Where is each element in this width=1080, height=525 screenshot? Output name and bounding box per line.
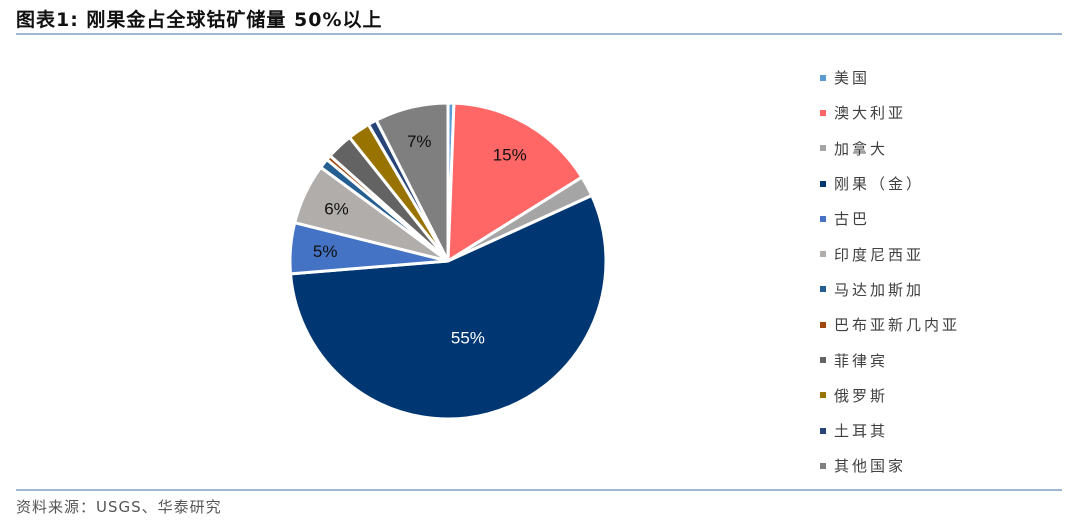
- legend-label: 其他国家: [834, 457, 907, 476]
- legend-item: 马达加斯加: [820, 272, 960, 307]
- legend-swatch: [820, 321, 826, 328]
- legend-label: 古巴: [834, 210, 871, 229]
- legend-swatch: [820, 427, 826, 434]
- legend-label: 澳大利亚: [834, 104, 907, 123]
- legend-label: 俄罗斯: [834, 386, 889, 405]
- legend-swatch: [820, 392, 826, 399]
- legend-item: 加拿大: [820, 131, 960, 166]
- legend-swatch: [820, 251, 826, 258]
- legend-item: 刚果（金）: [820, 166, 960, 201]
- legend-swatch: [820, 286, 826, 293]
- pie-slice-11: [374, 101, 450, 262]
- legend-swatch: [820, 145, 826, 152]
- legend-item: 菲律宾: [820, 342, 960, 377]
- legend-label: 土耳其: [834, 422, 889, 441]
- legend-item: 美国: [820, 60, 960, 95]
- legend-item: 澳大利亚: [820, 95, 960, 130]
- legend-item: 古巴: [820, 201, 960, 236]
- legend-label: 美国: [834, 69, 871, 88]
- legend-item: 土耳其: [820, 413, 960, 448]
- slice-label: 15%: [493, 145, 527, 164]
- slice-label: 55%: [451, 328, 485, 347]
- legend-swatch: [820, 462, 826, 469]
- legend-item: 巴布亚新几内亚: [820, 307, 960, 342]
- slice-label: 7%: [407, 132, 432, 151]
- legend-label: 巴布亚新几内亚: [834, 316, 961, 335]
- legend-item: 印度尼西亚: [820, 236, 960, 271]
- legend-swatch: [820, 215, 826, 222]
- legend-label: 印度尼西亚: [834, 245, 925, 264]
- source-note: 资料来源：USGS、华泰研究: [16, 498, 222, 516]
- slice-label: 6%: [324, 200, 349, 219]
- legend-label: 菲律宾: [834, 351, 889, 370]
- pie-slice-1: [446, 101, 585, 264]
- footer-divider: [16, 489, 1062, 491]
- slice-label: 5%: [313, 242, 338, 261]
- legend-label: 刚果（金）: [834, 175, 925, 194]
- pie-slice-3: [288, 193, 608, 421]
- figure-title: 图表1: 刚果金占全球钴矿储量 50%以上: [16, 9, 383, 31]
- legend-label: 马达加斯加: [834, 280, 925, 299]
- legend-swatch: [820, 180, 826, 187]
- legend: 美国澳大利亚加拿大刚果（金） 古巴印度尼西亚马达加斯加巴布亚新几内亚 菲律宾俄罗斯土…: [820, 60, 960, 484]
- legend-swatch: [820, 357, 826, 364]
- legend-swatch: [820, 109, 826, 116]
- legend-label: 加拿大: [834, 139, 889, 158]
- pie-chart: 15% 55% 5% 6% 7%: [288, 101, 608, 421]
- legend-item: 其他国家: [820, 448, 960, 483]
- legend-item: 俄罗斯: [820, 378, 960, 413]
- legend-swatch: [820, 74, 826, 81]
- title-divider: [16, 33, 1062, 35]
